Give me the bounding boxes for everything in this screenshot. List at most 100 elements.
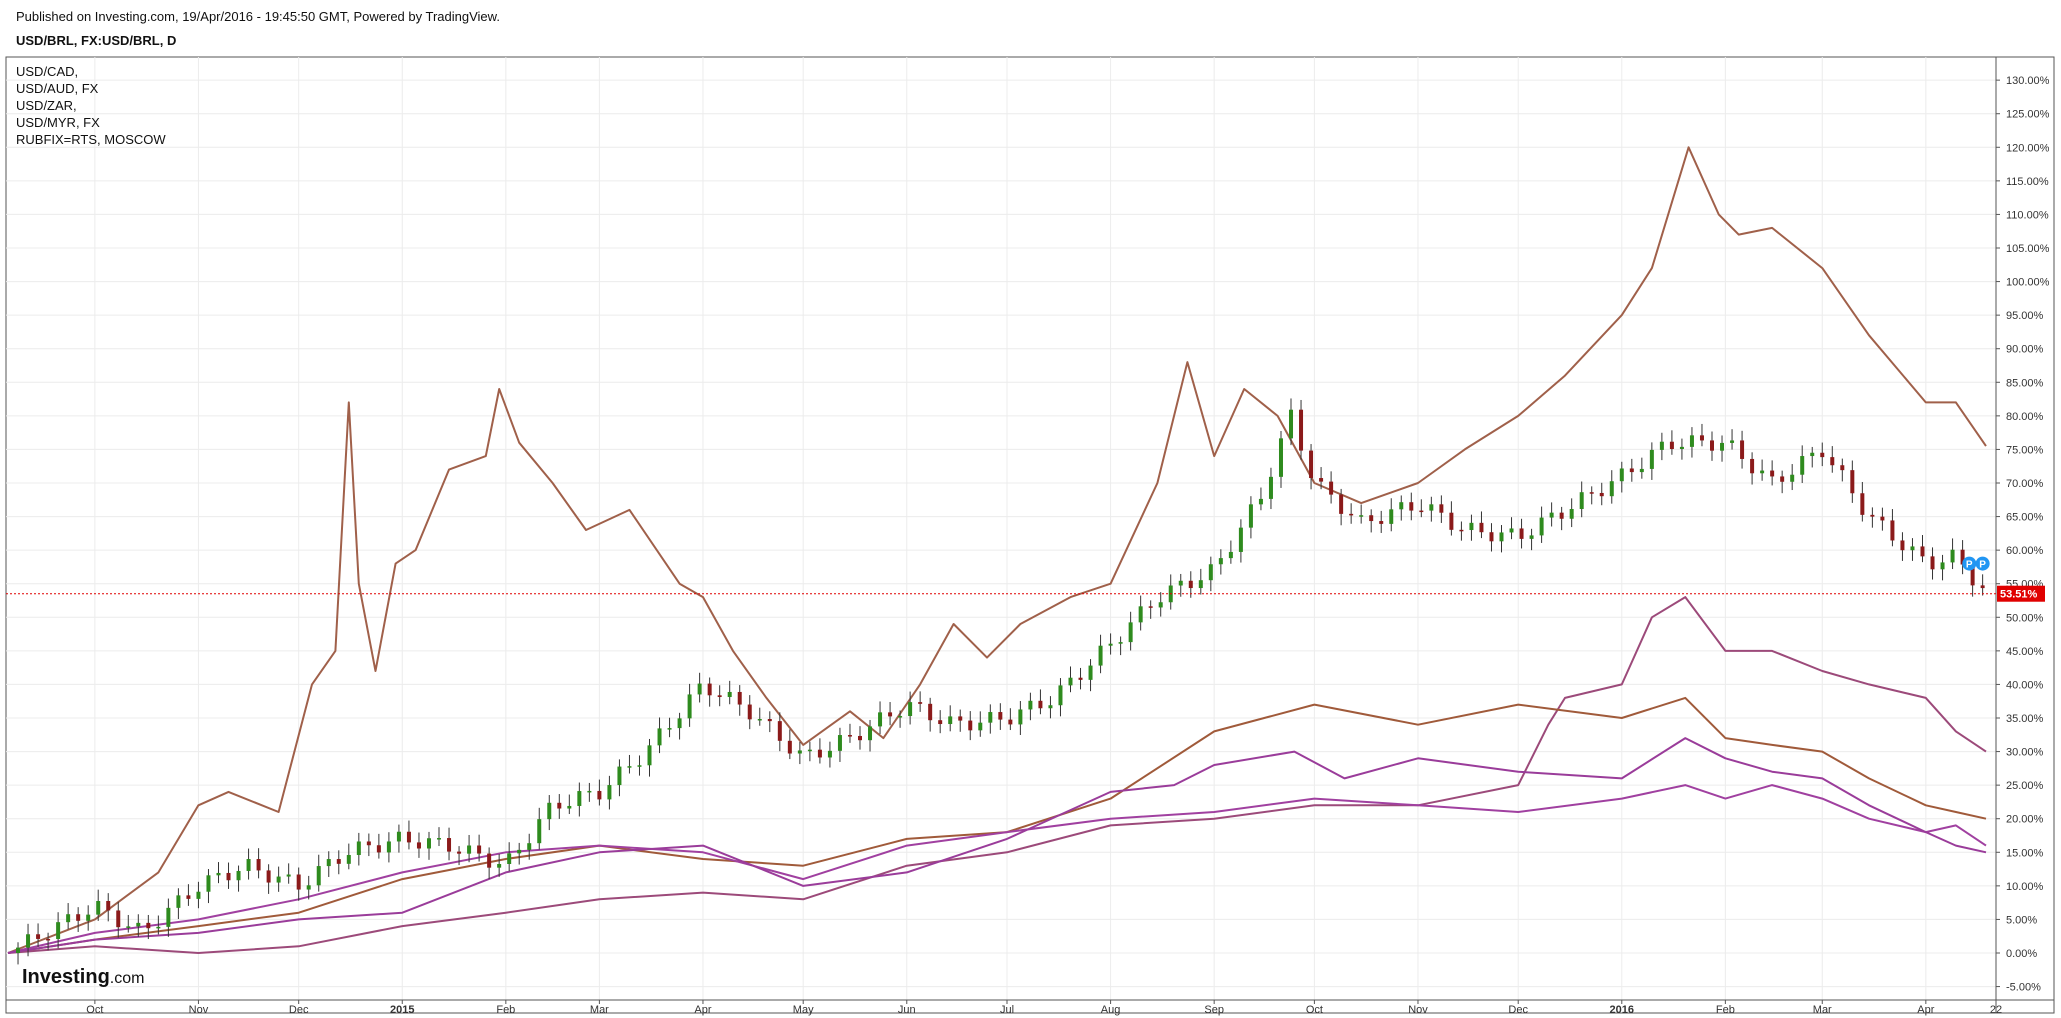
candle-body (1018, 709, 1023, 725)
candle (1299, 399, 1304, 461)
candle (1068, 666, 1073, 693)
candle-body (988, 712, 993, 723)
candle-body (1479, 522, 1484, 533)
candle-body (186, 895, 191, 899)
candle (1910, 538, 1915, 561)
candle-body (286, 874, 291, 877)
candle-body (1790, 474, 1795, 482)
candle-body (366, 841, 371, 846)
candle (1529, 528, 1534, 551)
candle (1659, 432, 1664, 461)
candle (878, 701, 883, 735)
candle (1218, 549, 1223, 575)
candle-body (1689, 435, 1694, 447)
candle-body (1058, 685, 1063, 706)
last-price-layer: 53.51% (6, 585, 2045, 602)
y-tick-label: 35.00% (2006, 713, 2044, 725)
candle-body (1649, 449, 1654, 469)
candle-body (406, 831, 411, 843)
candle (958, 709, 963, 732)
candle (1469, 514, 1474, 541)
y-tick-label: 30.00% (2006, 747, 2044, 759)
y-tick-label: 5.00% (2006, 914, 2037, 926)
candle (1740, 430, 1745, 469)
candle (477, 834, 482, 862)
candle (1930, 547, 1935, 580)
candle-body (1238, 527, 1243, 552)
candle-body (216, 872, 221, 876)
candle (146, 914, 151, 940)
candle-body (878, 712, 883, 727)
candle (888, 702, 893, 726)
candle (116, 901, 121, 938)
candle (246, 848, 251, 880)
candle-body (1910, 546, 1915, 551)
candle (1228, 540, 1233, 564)
candle (1900, 532, 1905, 561)
candle (597, 779, 602, 806)
candle-body (517, 849, 522, 854)
candle-body (36, 934, 41, 939)
x-tick-label: Jul (1000, 1004, 1014, 1016)
candle (1339, 488, 1344, 526)
candle (1649, 442, 1654, 480)
y-tick-label: 20.00% (2006, 814, 2044, 826)
candle (1028, 692, 1033, 721)
y-tick-label: 130.00% (2006, 75, 2050, 87)
candle-body (1930, 556, 1935, 570)
candle-body (1519, 528, 1524, 539)
candle (1679, 438, 1684, 460)
candle-body (1389, 509, 1394, 524)
candle (276, 866, 281, 892)
candle (998, 703, 1003, 730)
candle-body (777, 721, 782, 741)
pin-marker: P (1962, 556, 1977, 571)
candle (1800, 445, 1805, 483)
candle-body (1108, 643, 1113, 646)
x-tick-label: Oct (86, 1004, 103, 1016)
candle (978, 711, 983, 737)
candle (1760, 459, 1765, 481)
candle (1319, 467, 1324, 490)
candle-body (847, 735, 852, 737)
candle (166, 898, 171, 937)
candle-body (1710, 440, 1714, 451)
candle-body (1880, 516, 1885, 521)
candle (1108, 633, 1113, 655)
candle-body (1970, 564, 1975, 586)
candle (326, 851, 331, 877)
candle-body (527, 843, 532, 850)
candle (1198, 568, 1203, 595)
pin-circle (1962, 556, 1977, 571)
candle-body (1339, 494, 1344, 514)
candle-body (96, 900, 101, 915)
candle-body (1228, 551, 1233, 559)
candle (416, 832, 421, 858)
candle-body (116, 910, 121, 928)
candle (1639, 457, 1644, 479)
investing-logo: Investing.com (22, 966, 144, 988)
chart-frame (5, 56, 2055, 1014)
candle (637, 755, 642, 776)
candle-body (226, 872, 231, 881)
candle-body (557, 802, 562, 809)
series-line-usd-myr (7, 737, 1987, 954)
candle-body (1038, 700, 1043, 709)
candle (1048, 696, 1053, 719)
candle-body (657, 728, 662, 746)
candle (86, 905, 91, 931)
candle (467, 834, 472, 863)
candle-body (1429, 504, 1434, 511)
x-tick-label: Apr (1917, 1004, 1934, 1016)
candle-body (386, 841, 391, 853)
candle-body (1960, 549, 1965, 565)
candle (1870, 507, 1875, 528)
x-tick-label: 22 (1990, 1004, 2002, 1016)
last-price-badge (1997, 585, 2045, 602)
candle-body (1028, 700, 1033, 710)
x-tick-label: Apr (694, 1004, 711, 1016)
legend-item: RUBFIX=RTS, MOSCOW (16, 132, 166, 147)
candle-body (1409, 502, 1414, 511)
candle (938, 710, 943, 734)
